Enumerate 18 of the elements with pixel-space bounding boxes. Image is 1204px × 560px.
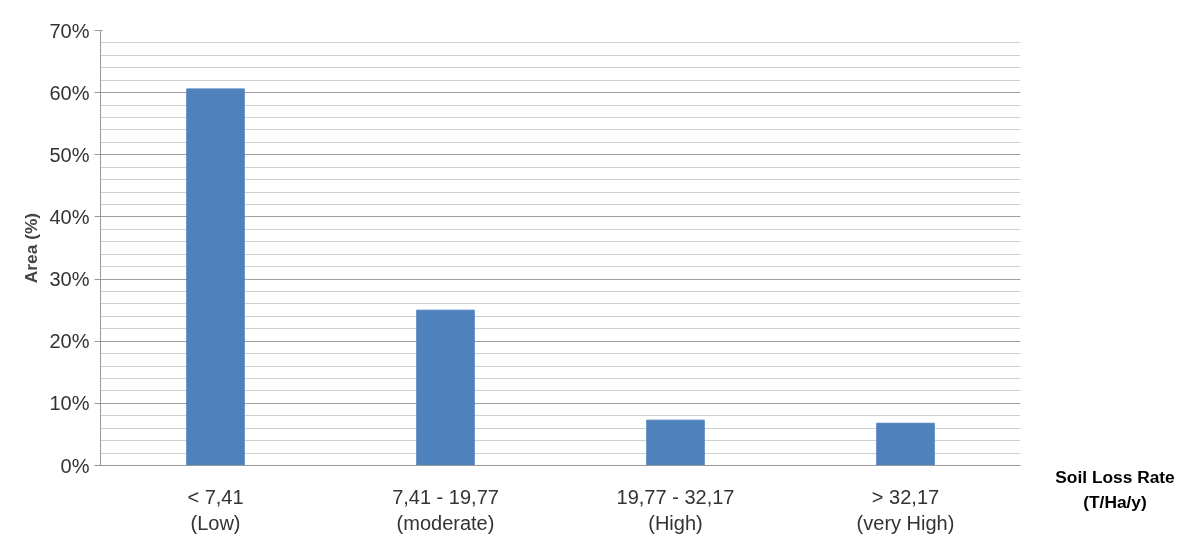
y-tick-label: 70%: [49, 19, 90, 42]
bar: [186, 88, 245, 466]
bar: [646, 419, 705, 466]
y-tick-label: 40%: [49, 205, 90, 228]
x-tick-label: > 32,17 (very High): [856, 485, 955, 534]
bar: [416, 309, 475, 466]
y-tick-label: 10%: [49, 392, 90, 415]
bar: [876, 422, 935, 466]
y-tick-label: 20%: [49, 330, 90, 353]
y-tick-label: 0%: [60, 454, 90, 477]
y-axis-title: Area (%): [21, 212, 42, 284]
x-tick-label: 19,77 - 32,17 (High): [616, 485, 735, 534]
y-tick-label: 60%: [49, 81, 90, 104]
y-tick-label: 30%: [49, 268, 90, 291]
x-axis-title: Soil Loss Rate (T/Ha/y): [1055, 466, 1175, 514]
x-tick-label: 7,41 - 19,77 (moderate): [392, 485, 499, 534]
x-tick-label: < 7,41 (Low): [187, 485, 244, 534]
y-tick-label: 50%: [49, 143, 90, 166]
